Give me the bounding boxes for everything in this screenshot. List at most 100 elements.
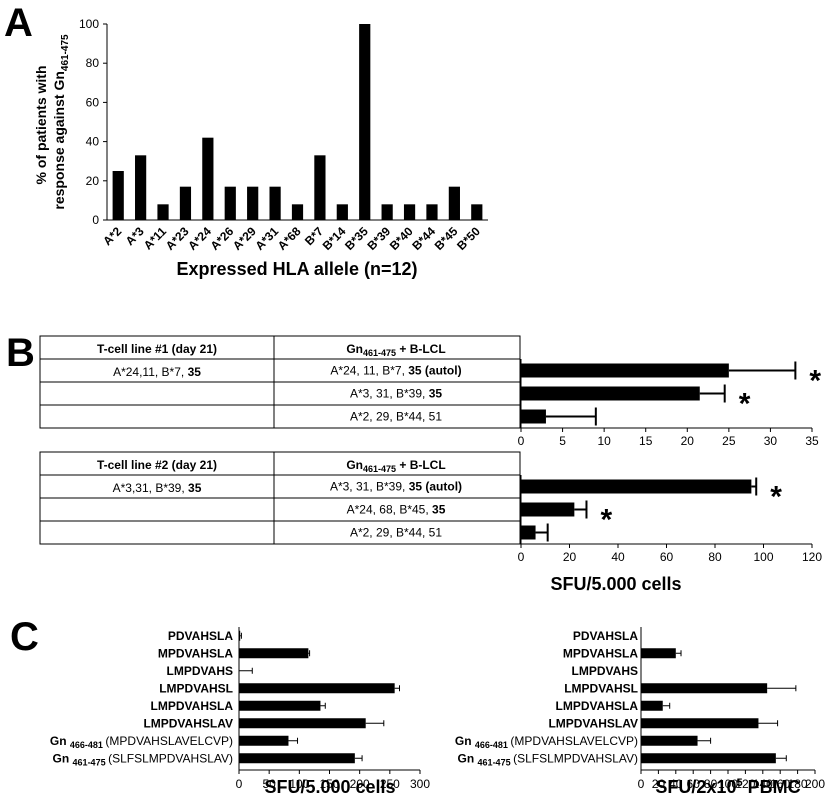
y-axis-title-line2: response against Gn461-475 — [51, 34, 71, 210]
significance-star: * — [739, 388, 751, 421]
peptide-label: MPDVAHSLA — [158, 646, 233, 660]
bar — [112, 171, 124, 220]
peptide-label: Gn 466-481 (MPDVAHSLAVELCVP) — [455, 734, 638, 750]
x-tick-label: 150 — [319, 777, 339, 791]
bars: ** — [521, 361, 821, 426]
x-tick-label: 140 — [753, 777, 773, 791]
x-tick-label: A*31 — [252, 224, 281, 253]
x-tick-label: 30 — [764, 434, 778, 448]
x-axis-title: Expressed HLA allele (n=12) — [177, 259, 418, 279]
x-axis: 0 50 100 150 200 250 300 — [236, 627, 430, 791]
bar — [521, 502, 575, 517]
x-tick-label: 120 — [802, 550, 822, 564]
chart-b2: T-cell line #2 (day 21) Gn461-475 + B-LC… — [39, 451, 822, 594]
x-tick-label: A*26 — [208, 224, 237, 253]
bar — [381, 204, 393, 220]
bar — [291, 204, 304, 220]
bar — [641, 753, 776, 764]
x-tick-label: A*24 — [185, 224, 214, 253]
bar — [521, 479, 752, 494]
y-axis-title-sub: 461-475 — [60, 34, 71, 71]
table-header-peptide: Gn461-475 + B-LCL — [346, 342, 445, 358]
row-label-text: A*2, 29, B*44, 51 — [350, 526, 442, 540]
bar — [521, 386, 700, 401]
x-tick-label: 0 — [518, 550, 525, 564]
bar — [239, 753, 355, 764]
peptide-label: Gn 461-475 (SLFSLMPDVAHSLAV) — [53, 751, 233, 767]
bar — [336, 204, 348, 220]
peptide-label: LMPDVAHSL — [159, 681, 233, 695]
x-tick-label: B*14 — [320, 224, 349, 253]
row-label: A*2, 29, B*44, 51 — [350, 410, 442, 424]
x-tick-label: 0 — [236, 777, 243, 791]
bar — [157, 204, 169, 220]
bar — [269, 186, 281, 220]
bars — [112, 24, 483, 220]
y-tick-label: 40 — [86, 135, 100, 149]
significance-star: * — [770, 481, 782, 514]
x-tick-label: 160 — [770, 777, 790, 791]
peptide-label: PDVAHSLA — [573, 629, 638, 643]
x-tick-label: A*23 — [163, 224, 192, 253]
x-tick-label: A*2 — [100, 224, 124, 248]
bar — [521, 409, 546, 424]
bar — [641, 683, 768, 694]
peptide-sub: 461-475 — [73, 757, 109, 767]
bar — [239, 700, 321, 711]
y-tick-label: 20 — [86, 174, 100, 188]
x-tick-label: B*44 — [409, 224, 438, 253]
peptide-label: Gn 466-481 (MPDVAHSLAVELCVP) — [50, 734, 233, 750]
x-tick-label: 200 — [350, 777, 370, 791]
table-header-tcell: T-cell line #2 (day 21) — [97, 458, 217, 472]
x-tick-label: 40 — [611, 550, 625, 564]
peptide-label: LMPDVAHSLAV — [143, 716, 233, 730]
x-tick-label: A*29 — [230, 224, 259, 253]
row-label-bold: 35 (autol) — [408, 364, 461, 378]
chart-c1: PDVAHSLA MPDVAHSLA LMPDVAHS LMPDVAHSL LMPDVA… — [50, 627, 430, 797]
row-label-text: A*24, 68, B*45, — [347, 503, 432, 517]
peptide-sequence: (SLFSLMPDVAHSLAV) — [513, 751, 638, 765]
bar — [448, 186, 460, 220]
row-label-bold: 35 (autol) — [409, 480, 462, 494]
bar — [239, 718, 366, 729]
table-header-peptide: Gn461-475 + B-LCL — [346, 458, 445, 474]
x-tick-label: 200 — [805, 777, 825, 791]
x-tick-label: 5 — [559, 434, 566, 448]
x-tick-label: 300 — [410, 777, 430, 791]
x-tick-label: 100 — [718, 777, 738, 791]
y-tick-label: 0 — [92, 213, 99, 227]
peptide-prefix: Gn — [458, 751, 478, 765]
y-axis-title-line1: % of patients with — [33, 66, 49, 185]
x-tick-label: 20 — [652, 777, 666, 791]
x-axis-title: SFU/5.000 cells — [550, 574, 681, 594]
peptide-label: PDVAHSLA — [168, 629, 233, 643]
bar — [247, 186, 259, 220]
bars — [239, 630, 400, 764]
x-tick-label: 60 — [687, 777, 701, 791]
bar — [403, 204, 416, 220]
y-axis: 0 20 40 60 80 100 — [79, 17, 488, 227]
x-tick-label: B*40 — [387, 224, 416, 253]
row-label: A*24, 11, B*7, 35 (autol) — [330, 364, 461, 378]
row-label-text: A*24, 11, B*7, — [330, 364, 408, 378]
bar — [359, 24, 371, 220]
bar — [224, 186, 236, 220]
bar — [471, 204, 483, 220]
x-tick-label: 120 — [735, 777, 755, 791]
peptide-labels: PDVAHSLA MPDVAHSLA LMPDVAHS LMPDVAHSL LMPDVA… — [455, 629, 638, 768]
bar — [641, 735, 698, 746]
x-tick-label: 15 — [639, 434, 653, 448]
peptide-prefix: Gn — [455, 734, 475, 748]
peptide-label: LMPDVAHS — [572, 664, 638, 678]
table-b2: T-cell line #2 (day 21) Gn461-475 + B-LC… — [39, 451, 521, 545]
row-label-text: A*2, 29, B*44, 51 — [350, 410, 442, 424]
panel-letter-a: A — [4, 1, 33, 45]
bar — [239, 735, 289, 746]
peptide-sub: 466-481 — [475, 740, 511, 750]
y-axis-title-main: response against Gn — [51, 71, 67, 209]
bar — [239, 630, 241, 641]
x-axis-title: SFU/5.000 cells — [264, 777, 395, 797]
